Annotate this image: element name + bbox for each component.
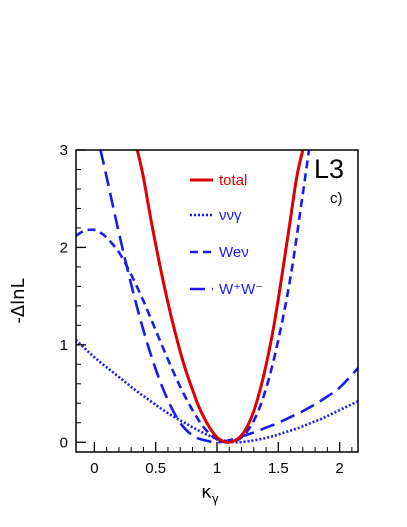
y-tick-label: 2 xyxy=(60,239,68,256)
x-tick-label: 1 xyxy=(213,460,221,477)
x-tick-label: 1.5 xyxy=(268,460,289,477)
experiment-label: L3 xyxy=(314,154,344,184)
legend: total ννγ Weν W⁺W⁻ xyxy=(190,172,263,298)
series-line-0 xyxy=(135,150,305,444)
legend-label: total xyxy=(219,172,247,189)
ticks-group: 0 0.5 1 1.5 2 0 1 2 3 xyxy=(60,142,353,477)
x-tick-label: 0 xyxy=(90,460,98,477)
x-axis-title: κγ xyxy=(201,482,219,506)
x-tick-label: 2 xyxy=(335,460,343,477)
legend-label: W⁺W⁻ xyxy=(219,281,263,298)
x-axis-title-subscript: γ xyxy=(212,492,219,506)
legend-label: Weν xyxy=(219,244,249,261)
plot-frame xyxy=(75,149,359,453)
y-tick-label: 3 xyxy=(60,142,68,159)
x-axis-title-main: κ xyxy=(201,482,212,503)
series-line-1 xyxy=(76,339,358,444)
y-tick-label: 1 xyxy=(60,337,68,354)
panel-label: c) xyxy=(330,190,343,207)
y-axis-title: -ΔlnL xyxy=(8,278,29,323)
legend-label: ννγ xyxy=(219,207,242,224)
x-tick-label: 0.5 xyxy=(145,460,166,477)
curves-group xyxy=(76,150,358,444)
y-tick-label: 0 xyxy=(60,434,68,451)
